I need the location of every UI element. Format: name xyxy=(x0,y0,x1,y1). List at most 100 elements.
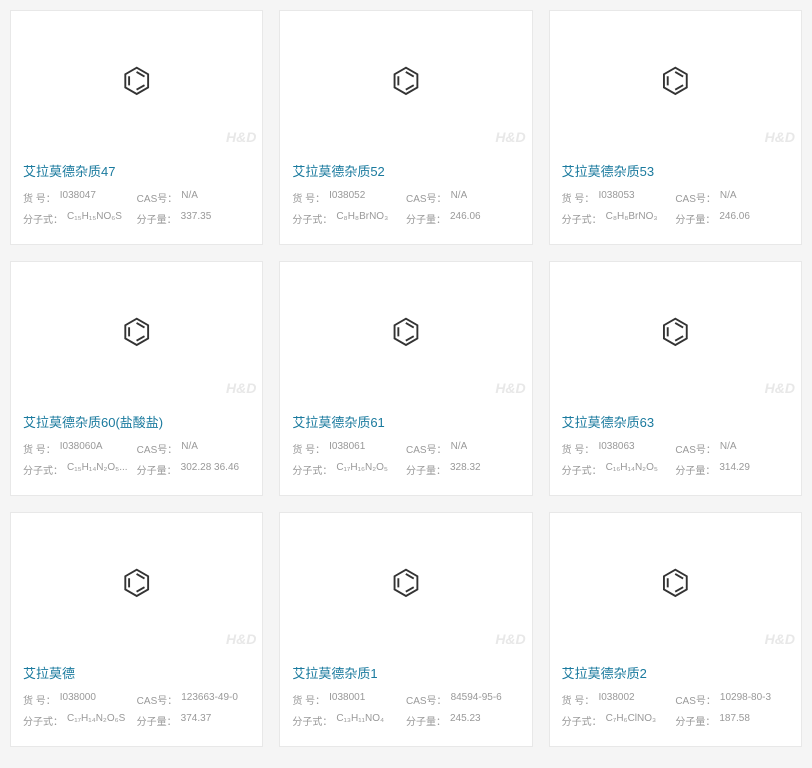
code-value: I038047 xyxy=(60,190,96,205)
code-label: 货 号： xyxy=(562,190,595,205)
product-card[interactable]: ⌬ 艾拉莫德杂质2 货 号：I038002 CAS号：10298-80-3 分子… xyxy=(549,512,802,747)
formula-value: C₈H₈BrNO₃ xyxy=(336,211,388,226)
formula-value: C₁₆H₁₄N₂O₅ xyxy=(606,462,658,477)
cas-value: N/A xyxy=(181,190,198,205)
weight-label: 分子量： xyxy=(137,713,177,728)
formula-value: C₈H₈BrNO₃ xyxy=(606,211,658,226)
cas-value: 123663-49-0 xyxy=(181,692,238,707)
cas-label: CAS号： xyxy=(137,692,178,707)
weight-label: 分子量： xyxy=(406,462,446,477)
weight-label: 分子量： xyxy=(137,462,177,477)
code-value: I038060A xyxy=(60,441,103,456)
code-label: 货 号： xyxy=(562,441,595,456)
code-label: 货 号： xyxy=(292,692,325,707)
info-row: 货 号： I038060A CAS号：N/A xyxy=(23,441,250,456)
cas-label: CAS号： xyxy=(406,441,447,456)
info-row: 分子式：C₁₇H₁₆N₂O₅ 分子量：328.32 xyxy=(292,462,519,477)
product-info: 艾拉莫德杂质63 货 号：I038063 CAS号：N/A 分子式：C₁₆H₁₄… xyxy=(550,402,801,495)
cas-label: CAS号： xyxy=(406,692,447,707)
code-value: I038061 xyxy=(329,441,365,456)
product-info: 艾拉莫德杂质61 货 号：I038061 CAS号：N/A 分子式：C₁₇H₁₆… xyxy=(280,402,531,495)
formula-label: 分子式： xyxy=(292,713,332,728)
formula-label: 分子式： xyxy=(292,211,332,226)
formula-value: C₇H₆ClNO₃ xyxy=(606,713,656,728)
code-value: I038001 xyxy=(329,692,365,707)
product-title[interactable]: 艾拉莫德杂质2 xyxy=(562,663,789,682)
cas-label: CAS号： xyxy=(406,190,447,205)
formula-label: 分子式： xyxy=(23,713,63,728)
code-label: 货 号： xyxy=(23,441,56,456)
product-title[interactable]: 艾拉莫德杂质61 xyxy=(292,412,519,431)
product-title[interactable]: 艾拉莫德杂质53 xyxy=(562,161,789,180)
weight-value: 328.32 xyxy=(450,462,481,477)
info-row: 分子式：C₁₇H₁₄N₂O₆S 分子量：374.37 xyxy=(23,713,250,728)
cas-value: N/A xyxy=(181,441,198,456)
cas-label: CAS号： xyxy=(675,441,716,456)
product-card[interactable]: 黄金现货 ⌬ 艾拉莫德杂质52 货 号：I038052 CAS号：N/A 分子式… xyxy=(279,10,532,245)
info-row: 货 号： I038001 CAS号： 84594-95-6 xyxy=(292,692,519,707)
code-label: 货 号： xyxy=(23,692,56,707)
formula-label: 分子式： xyxy=(23,462,63,477)
molecule-glyph: ⌬ xyxy=(660,566,690,600)
molecule-glyph: ⌬ xyxy=(660,315,690,349)
product-info: 艾拉莫德杂质1 货 号： I038001 CAS号： 84594-95-6 分子式：… xyxy=(280,653,531,746)
code-value: I038002 xyxy=(598,692,634,707)
product-card[interactable]: ⌬ 艾拉莫德杂质1 货 号： I038001 CAS号： 84594-95-6 分子… xyxy=(279,512,532,747)
cas-label: CAS号： xyxy=(137,441,178,456)
info-row: 货 号：I038052 CAS号：N/A xyxy=(292,190,519,205)
weight-value: 337.35 xyxy=(181,211,212,226)
cas-value: 84594-95-6 xyxy=(451,692,502,707)
info-row: 分子式：C₈H₈BrNO₃ 分子量：246.06 xyxy=(292,211,519,226)
formula-value: C₁₃H₁₁NO₄ xyxy=(336,713,384,728)
code-value: I038052 xyxy=(329,190,365,205)
product-title[interactable]: 艾拉莫德杂质60(盐酸盐) xyxy=(23,412,250,431)
cas-label: CAS号： xyxy=(675,190,716,205)
code-value: I038000 xyxy=(60,692,96,707)
info-row: 货 号： I038000 CAS号：123663-49-0 xyxy=(23,692,250,707)
weight-label: 分子量： xyxy=(406,713,446,728)
formula-value: C₁₇H₁₆N₂O₅ xyxy=(336,462,388,477)
structure-image: ⌬ xyxy=(550,262,801,402)
molecule-glyph: ⌬ xyxy=(660,64,690,98)
structure-image: ⌬ xyxy=(11,11,262,151)
molecule-glyph: ⌬ xyxy=(122,315,152,349)
weight-value: 246.06 xyxy=(719,211,750,226)
product-card[interactable]: ⌬ 艾拉莫德杂质61 货 号：I038061 CAS号：N/A 分子式：C₁₇H… xyxy=(279,261,532,496)
info-row: 分子式：C₁₃H₁₁NO₄ 分子量：245.23 xyxy=(292,713,519,728)
product-card[interactable]: 黄金现货 ⌬ 艾拉莫德杂质47 货 号：I038047 CAS号：N/A 分子式… xyxy=(10,10,263,245)
product-title[interactable]: 艾拉莫德杂质47 xyxy=(23,161,250,180)
info-row: 货 号：I038047 CAS号：N/A xyxy=(23,190,250,205)
info-row: 货 号：I038061 CAS号：N/A xyxy=(292,441,519,456)
info-row: 分子式：C₁₅H₁₅NO₆S 分子量：337.35 xyxy=(23,211,250,226)
product-card[interactable]: ⌬ 艾拉莫德杂质53 货 号：I038053 CAS号：N/A 分子式：C₈H₈… xyxy=(549,10,802,245)
structure-image: ⌬ xyxy=(11,513,262,653)
info-row: 货 号：I038002 CAS号：10298-80-3 xyxy=(562,692,789,707)
product-title[interactable]: 艾拉莫德杂质1 xyxy=(292,663,519,682)
weight-value: 314.29 xyxy=(719,462,750,477)
weight-label: 分子量： xyxy=(406,211,446,226)
structure-image: ⌬ xyxy=(11,262,262,402)
formula-label: 分子式： xyxy=(562,713,602,728)
product-title[interactable]: 艾拉莫德杂质52 xyxy=(292,161,519,180)
product-info: 艾拉莫德杂质53 货 号：I038053 CAS号：N/A 分子式：C₈H₈Br… xyxy=(550,151,801,244)
info-row: 货 号：I038053 CAS号：N/A xyxy=(562,190,789,205)
product-card[interactable]: 黄金现货 ⌬ 艾拉莫德杂质63 货 号：I038063 CAS号：N/A 分子式… xyxy=(549,261,802,496)
weight-label: 分子量： xyxy=(675,713,715,728)
weight-label: 分子量： xyxy=(675,462,715,477)
formula-value: C₁₅H₁₄N₂O₅... xyxy=(67,462,128,477)
product-title[interactable]: 艾拉莫德杂质63 xyxy=(562,412,789,431)
molecule-glyph: ⌬ xyxy=(391,566,421,600)
info-row: 分子式： C₇H₆ClNO₃ 分子量： 187.58 xyxy=(562,713,789,728)
molecule-glyph: ⌬ xyxy=(122,64,152,98)
cas-value: N/A xyxy=(720,441,737,456)
weight-value: 187.58 xyxy=(719,713,750,728)
product-card[interactable]: ⌬ 艾拉莫德 货 号： I038000 CAS号：123663-49-0 分子式：… xyxy=(10,512,263,747)
product-info: 艾拉莫德杂质52 货 号：I038052 CAS号：N/A 分子式：C₈H₈Br… xyxy=(280,151,531,244)
code-label: 货 号： xyxy=(562,692,595,707)
code-label: 货 号： xyxy=(292,190,325,205)
product-title[interactable]: 艾拉莫德 xyxy=(23,663,250,682)
product-card[interactable]: 黄金现货 ⌬ 艾拉莫德杂质60(盐酸盐) 货 号：I038060A CAS号：N… xyxy=(10,261,263,496)
cas-value: N/A xyxy=(720,190,737,205)
code-label: 货 号： xyxy=(292,441,325,456)
product-info: 艾拉莫德杂质60(盐酸盐) 货 号： I038060A CAS号：N/A 分子式：… xyxy=(11,402,262,495)
